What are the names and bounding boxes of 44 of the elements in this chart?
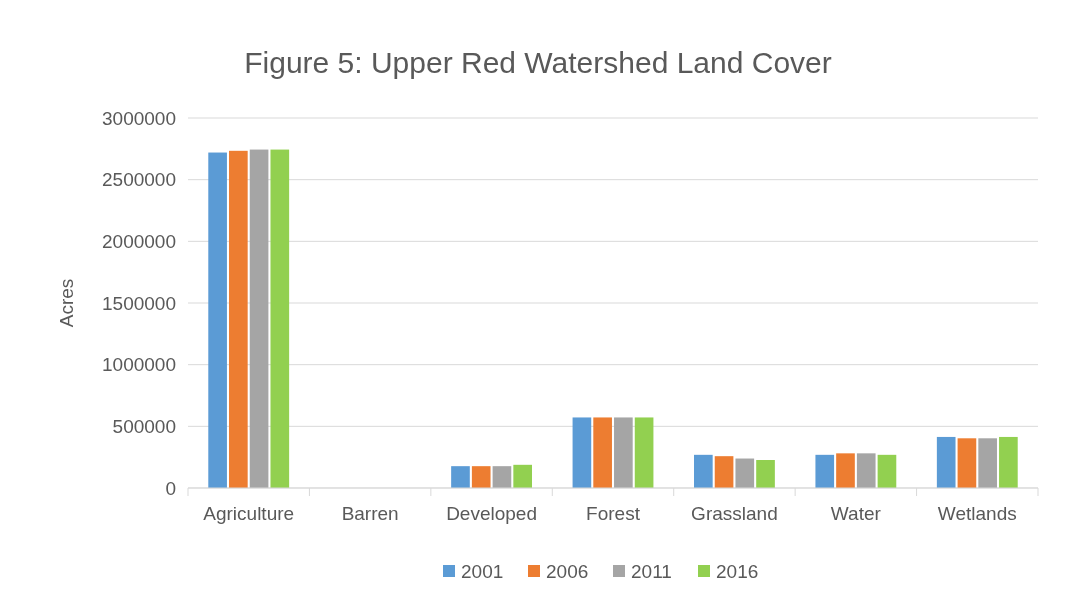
bar (735, 458, 755, 488)
x-tick-label: Wetlands (937, 503, 1017, 524)
bar (593, 417, 612, 488)
bar (492, 466, 512, 488)
x-tick-label: Barren (341, 503, 399, 524)
y-axis-title: Acres (56, 278, 77, 328)
bar (229, 150, 248, 488)
bar (815, 454, 835, 488)
y-tick-label: 2500000 (102, 169, 176, 191)
x-tick-label: Grassland (691, 503, 778, 524)
bar (936, 436, 956, 488)
y-tick-label: 2000000 (102, 230, 176, 252)
bar (714, 456, 734, 488)
bar (572, 417, 592, 488)
bar (614, 417, 633, 488)
bar (451, 466, 470, 488)
bar (694, 454, 713, 488)
bar (856, 453, 876, 488)
bar (513, 464, 532, 488)
bar (270, 149, 290, 488)
bar (999, 436, 1018, 488)
bar (249, 149, 269, 488)
bar (634, 417, 654, 488)
y-tick-label: 1500000 (102, 292, 176, 314)
x-tick-label: Agriculture (203, 503, 295, 524)
legend-label: 2006 (546, 560, 589, 582)
x-tick-label: Forest (586, 503, 641, 524)
bar (957, 438, 977, 488)
y-tick-label: 3000000 (102, 107, 176, 129)
bar (877, 454, 897, 488)
bar (836, 453, 855, 488)
bar (978, 438, 997, 488)
y-tick-label: 500000 (112, 415, 176, 437)
legend-label: 2011 (631, 560, 672, 582)
legend-label: 2001 (461, 560, 504, 582)
chart-title: Figure 5: Upper Red Watershed Land Cover (244, 46, 832, 79)
y-tick-label: 1000000 (102, 354, 176, 376)
y-tick-label: 0 (165, 477, 176, 499)
x-tick-label: Water (830, 503, 882, 524)
bar (471, 466, 491, 488)
bar (756, 460, 775, 488)
legend-label: 2016 (716, 560, 759, 582)
bar (208, 152, 227, 488)
x-tick-label: Developed (446, 503, 537, 524)
